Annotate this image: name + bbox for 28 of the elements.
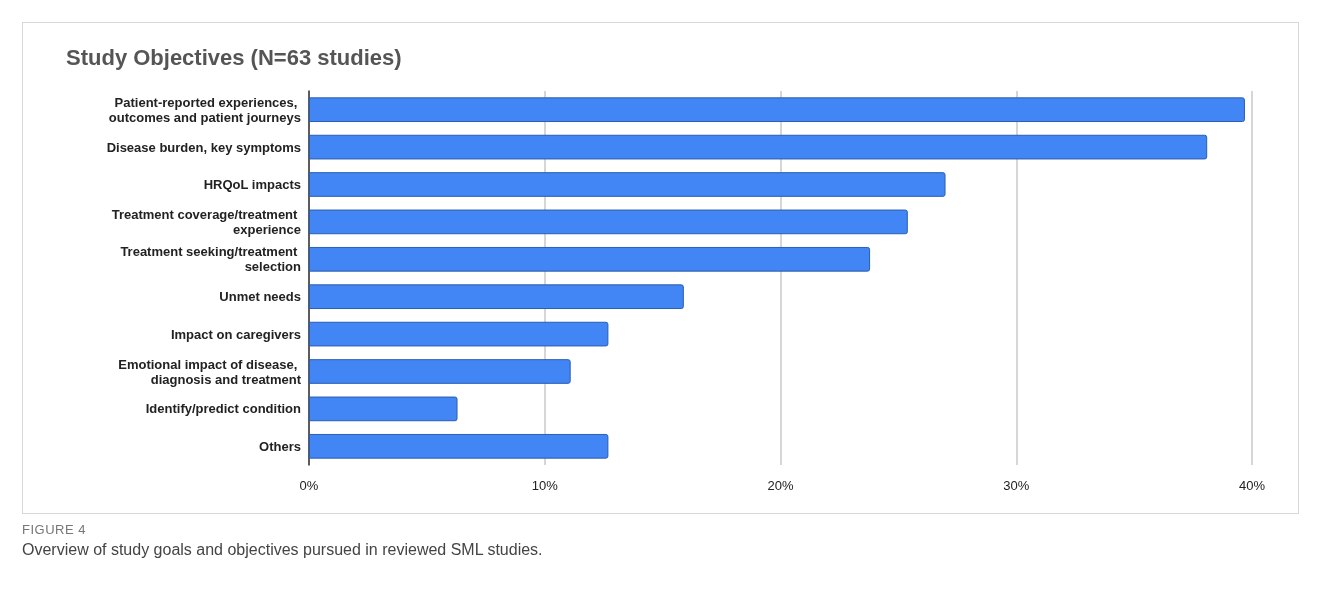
- y-tick-label: Patient-reported experiences, outcomes and patient journeys: [108, 94, 301, 125]
- text: Overview of study goals and objectives pursued in reviewed SML studies.: [22, 541, 544, 559]
- x-tick-label: 40%: [1238, 478, 1266, 493]
- bar: [309, 359, 571, 384]
- x-tick-label: 10%: [531, 478, 559, 493]
- x-tick-label: 20%: [767, 478, 794, 493]
- bar: [309, 97, 1245, 123]
- y-tick-label: Treatment coverage/treatment experience: [111, 206, 301, 237]
- y-tick-label: HRQoL impacts: [203, 177, 301, 192]
- y-tick-label: Unmet needs: [219, 289, 301, 305]
- y-tick-label: Emotional impact of disease, diagnosis and treatment: [118, 356, 302, 387]
- bar: [309, 209, 908, 235]
- bar: [309, 134, 1208, 160]
- y-tick-label: Disease burden, key symptoms: [106, 139, 301, 155]
- bar: [309, 172, 946, 197]
- bar: [309, 284, 684, 310]
- bar: [309, 396, 458, 422]
- caption: FIGURE 4: [22, 522, 87, 537]
- x-tick-label: 0%: [299, 478, 319, 493]
- bar: [309, 433, 609, 459]
- bar: [309, 321, 609, 347]
- bar: [309, 246, 871, 272]
- y-tick-label: Impact on caregivers: [170, 326, 301, 342]
- y-tick-label: Others: [259, 438, 301, 454]
- x-tick-label: 30%: [1003, 478, 1030, 493]
- y-tick-label: Treatment seeking/treatment selection: [120, 244, 302, 275]
- y-tick-label: Identify/predict condition: [145, 401, 302, 417]
- chart-title: Study Objectives (N=63 studies): [66, 44, 402, 70]
